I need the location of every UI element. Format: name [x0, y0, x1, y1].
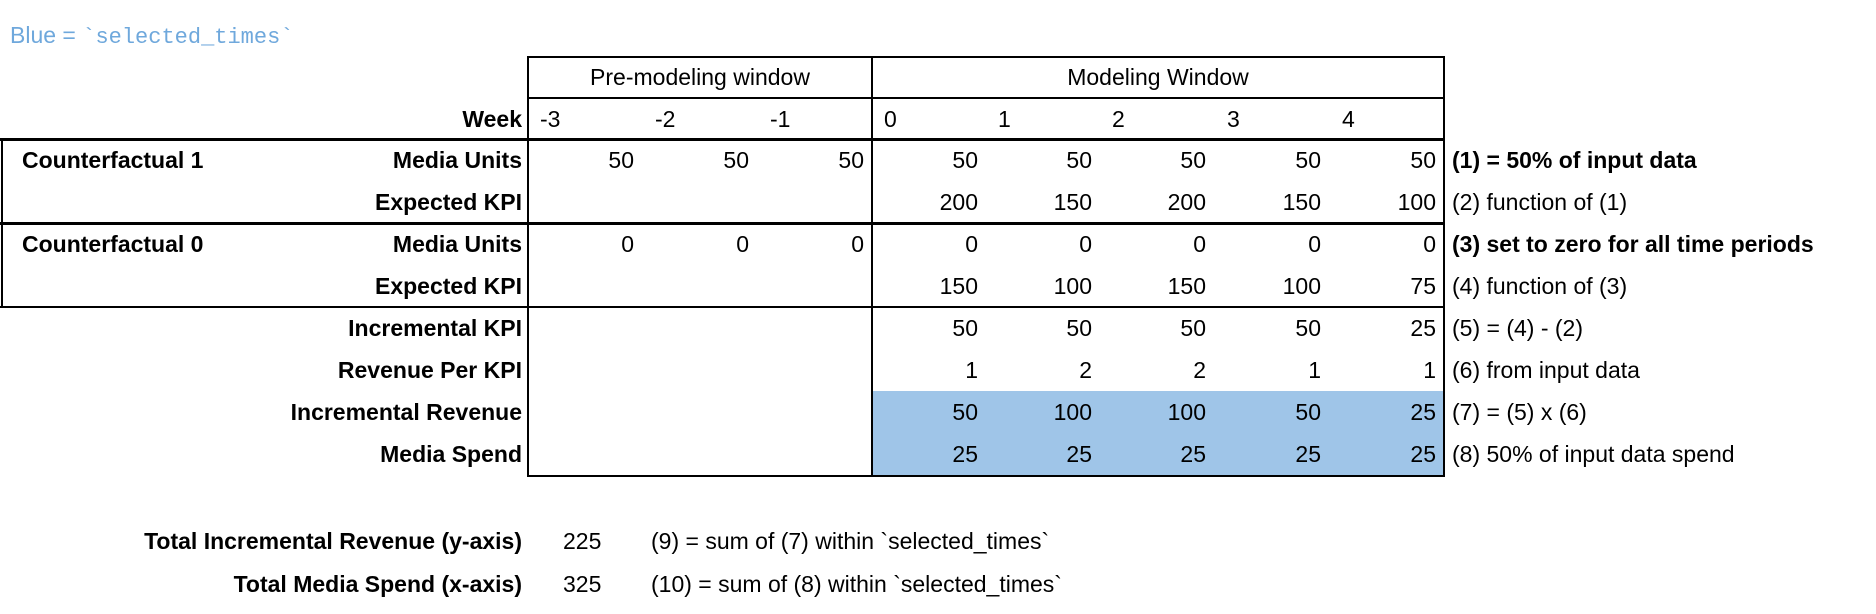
table-border: [0, 306, 1445, 308]
table-cell: 1: [1308, 357, 1321, 383]
table-cell: 0: [1308, 231, 1321, 257]
table-border: [1443, 56, 1445, 477]
table-border: [0, 138, 1445, 141]
table-cell: 25: [1410, 315, 1436, 341]
table-cell: 150: [939, 273, 978, 299]
total-label: Total Media Spend (x-axis): [233, 571, 522, 597]
week-header: 1: [998, 106, 1011, 132]
row-note: (5) = (4) - (2): [1452, 315, 1583, 341]
table-cell: 25: [1295, 441, 1321, 467]
table-cell: 50: [1180, 315, 1206, 341]
table-cell: 50: [1295, 315, 1321, 341]
row-note: (2) function of (1): [1452, 189, 1628, 215]
row-label: Expected KPI: [375, 273, 522, 299]
table-cell: 1: [1423, 357, 1436, 383]
row-label: Incremental Revenue: [290, 399, 522, 425]
table-cell: 50: [1295, 147, 1321, 173]
table-cell: 50: [608, 147, 634, 173]
table-cell: 50: [952, 315, 978, 341]
table-cell: 1: [965, 357, 978, 383]
week-label: Week: [462, 106, 522, 132]
table-border: [528, 475, 1445, 477]
table-border: [528, 97, 1445, 99]
row-note: (1) = 50% of input data: [1452, 147, 1697, 173]
row-label: Expected KPI: [375, 189, 522, 215]
total-value: 225: [563, 528, 602, 554]
table-cell: 25: [952, 441, 978, 467]
table-cell: 100: [1397, 189, 1436, 215]
row-label: Revenue Per KPI: [337, 357, 522, 383]
table-cell: 50: [952, 147, 978, 173]
table-cell: 2: [1079, 357, 1092, 383]
week-header: -2: [655, 106, 676, 132]
table-cell: 200: [1167, 189, 1206, 215]
row-label: Incremental KPI: [348, 315, 522, 341]
row-label: Media Units: [392, 231, 522, 257]
table-cell: 200: [939, 189, 978, 215]
table-cell: 0: [965, 231, 978, 257]
modeling-window-header: Modeling Window: [1067, 64, 1249, 90]
row-group-label: Counterfactual 0: [22, 231, 204, 257]
row-note: (3) set to zero for all time periods: [1452, 231, 1814, 257]
table-cell: 150: [1053, 189, 1092, 215]
week-header: 3: [1227, 106, 1240, 132]
week-header: 0: [884, 106, 897, 132]
table-cell: 0: [1193, 231, 1206, 257]
table-cell: 2: [1193, 357, 1206, 383]
total-note: (10) = sum of (8) within `selected_times…: [651, 571, 1062, 597]
table-cell: 0: [621, 231, 634, 257]
table-cell: 0: [851, 231, 864, 257]
row-label: Media Units: [392, 147, 522, 173]
table-cell: 25: [1410, 441, 1436, 467]
table-border: [0, 222, 1445, 225]
row-group-label: Counterfactual 1: [22, 147, 204, 173]
table-cell: 0: [1079, 231, 1092, 257]
legend: Blue = `selected_times`: [10, 22, 293, 50]
table-cell: 100: [1282, 273, 1321, 299]
row-note: (6) from input data: [1452, 357, 1640, 383]
row-note: (8) 50% of input data spend: [1452, 441, 1735, 467]
table-border: [527, 56, 529, 477]
table-cell: 50: [723, 147, 749, 173]
table-border: [528, 56, 1445, 58]
table-cell: 100: [1053, 399, 1092, 425]
row-note: (4) function of (3): [1452, 273, 1628, 299]
table-cell: 150: [1167, 273, 1206, 299]
total-note: (9) = sum of (7) within `selected_times`: [651, 528, 1050, 554]
selected-times-highlight: [872, 391, 1444, 434]
table-cell: 50: [1180, 147, 1206, 173]
table-cell: 75: [1410, 273, 1436, 299]
table-cell: 50: [1066, 147, 1092, 173]
legend-code: `selected_times`: [82, 25, 294, 50]
table-cell: 100: [1053, 273, 1092, 299]
legend-prefix: Blue =: [10, 22, 83, 48]
week-header: 2: [1112, 106, 1125, 132]
table-cell: 150: [1282, 189, 1321, 215]
total-value: 325: [563, 571, 602, 597]
table-cell: 0: [736, 231, 749, 257]
table-border: [871, 56, 873, 477]
table-cell: 50: [1295, 399, 1321, 425]
table-cell: 50: [1410, 147, 1436, 173]
table-cell: 100: [1167, 399, 1206, 425]
table-cell: 25: [1410, 399, 1436, 425]
week-header: -1: [770, 106, 791, 132]
week-header: 4: [1342, 106, 1355, 132]
total-label: Total Incremental Revenue (y-axis): [144, 528, 522, 554]
table-cell: 0: [1423, 231, 1436, 257]
row-note: (7) = (5) x (6): [1452, 399, 1587, 425]
table-cell: 50: [952, 399, 978, 425]
table-cell: 50: [838, 147, 864, 173]
table-cell: 50: [1066, 315, 1092, 341]
selected-times-highlight: [872, 433, 1444, 476]
pre-modeling-window-header: Pre-modeling window: [590, 64, 810, 90]
table-cell: 25: [1066, 441, 1092, 467]
week-header: -3: [540, 106, 561, 132]
table-border: [1, 138, 3, 308]
table-cell: 25: [1180, 441, 1206, 467]
row-label: Media Spend: [380, 441, 522, 467]
